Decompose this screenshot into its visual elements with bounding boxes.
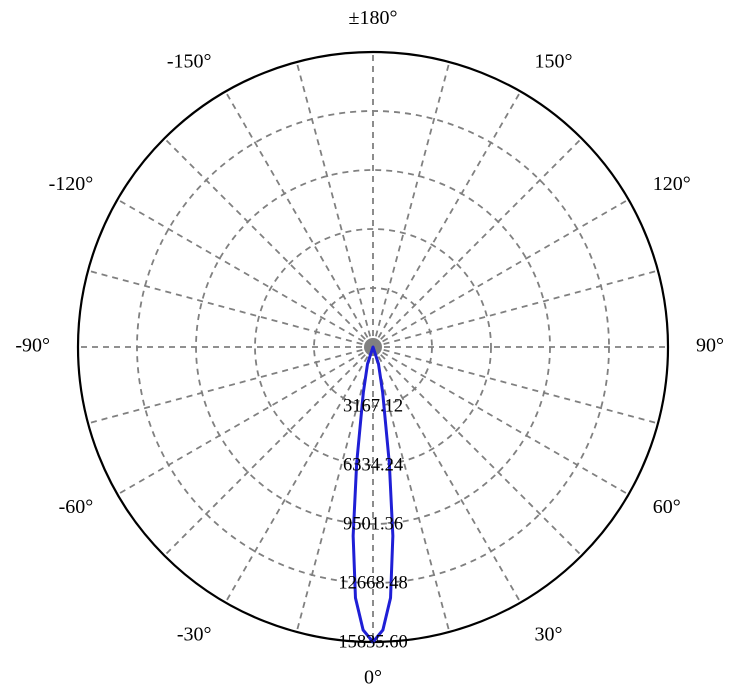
- angle-label: -90°: [15, 335, 50, 357]
- polar-chart: 3167.12 6334.24 9501.36 12668.48 15835.60 0° 3…: [0, 0, 747, 695]
- radial-label: 12668.48: [338, 573, 407, 593]
- angle-label: 0°: [364, 667, 382, 689]
- angle-label: 30°: [535, 623, 563, 645]
- angle-label: -150°: [167, 50, 212, 72]
- angle-label: 150°: [535, 50, 573, 72]
- angle-label: ±180°: [349, 7, 398, 29]
- radial-label: 6334.24: [343, 455, 403, 475]
- radial-label: 9501.36: [343, 514, 403, 534]
- angle-label: -120°: [49, 173, 94, 195]
- angle-label: 60°: [653, 496, 681, 518]
- radial-label: 15835.60: [338, 632, 407, 652]
- angle-label: 120°: [653, 173, 691, 195]
- angle-label: -30°: [177, 623, 212, 645]
- angle-label: -60°: [59, 496, 94, 518]
- angle-label: 90°: [696, 335, 724, 357]
- radial-label: 3167.12: [343, 396, 403, 416]
